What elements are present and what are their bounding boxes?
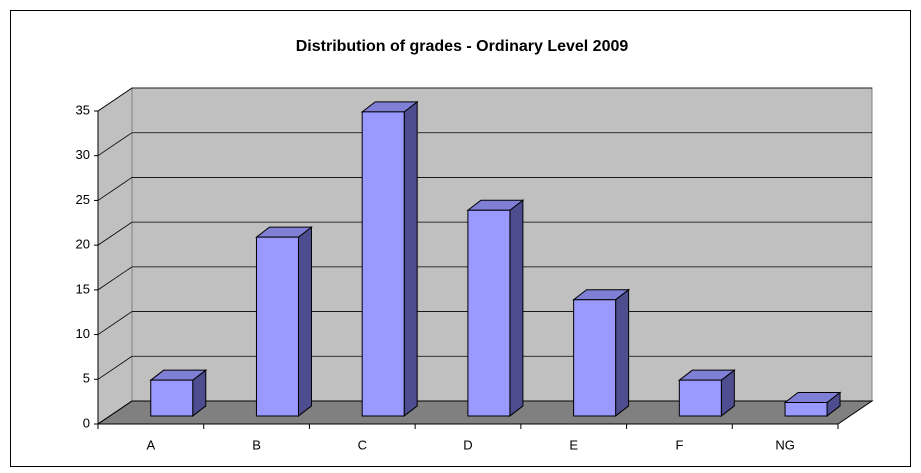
bar-side bbox=[615, 288, 630, 417]
y-tick-label: 20 bbox=[76, 237, 90, 252]
grid-line bbox=[97, 221, 872, 246]
x-tick-label: A bbox=[147, 437, 156, 452]
bar-front bbox=[361, 111, 405, 417]
bar bbox=[677, 369, 736, 417]
bar-front bbox=[467, 209, 511, 417]
bar-front bbox=[784, 402, 828, 417]
bar-front bbox=[150, 379, 194, 417]
grid-line bbox=[97, 177, 872, 201]
bar-side bbox=[297, 226, 312, 417]
grid-line bbox=[97, 87, 872, 112]
y-tick-label: 15 bbox=[76, 281, 90, 296]
x-tick-label: E bbox=[569, 437, 578, 452]
bar-side bbox=[509, 199, 524, 417]
y-tick-label: 10 bbox=[76, 326, 90, 341]
bar-side bbox=[403, 100, 418, 417]
grid-line bbox=[97, 132, 872, 157]
y-tick-label: 5 bbox=[83, 371, 90, 386]
side-wall bbox=[97, 87, 133, 425]
y-tick-label: 25 bbox=[76, 192, 90, 207]
y-tick-label: 35 bbox=[76, 102, 90, 117]
bar bbox=[466, 199, 525, 417]
bar bbox=[360, 100, 419, 417]
bar bbox=[149, 369, 208, 417]
bar-front bbox=[255, 236, 299, 417]
chart-title: Distribution of grades - Ordinary Level … bbox=[296, 38, 629, 55]
bar bbox=[783, 391, 842, 417]
x-tick-label: B bbox=[252, 437, 261, 452]
x-tick-label: C bbox=[358, 437, 367, 452]
bar bbox=[255, 226, 313, 417]
bar-front bbox=[678, 379, 722, 417]
bar bbox=[572, 288, 631, 417]
x-tick-label: NG bbox=[775, 437, 795, 452]
bar-front bbox=[573, 299, 617, 417]
y-tick-label: 30 bbox=[76, 147, 90, 162]
x-tick-label: D bbox=[463, 437, 472, 452]
y-tick-label: 0 bbox=[83, 415, 90, 430]
x-tick-label: F bbox=[675, 437, 683, 452]
grid-line bbox=[97, 266, 872, 291]
